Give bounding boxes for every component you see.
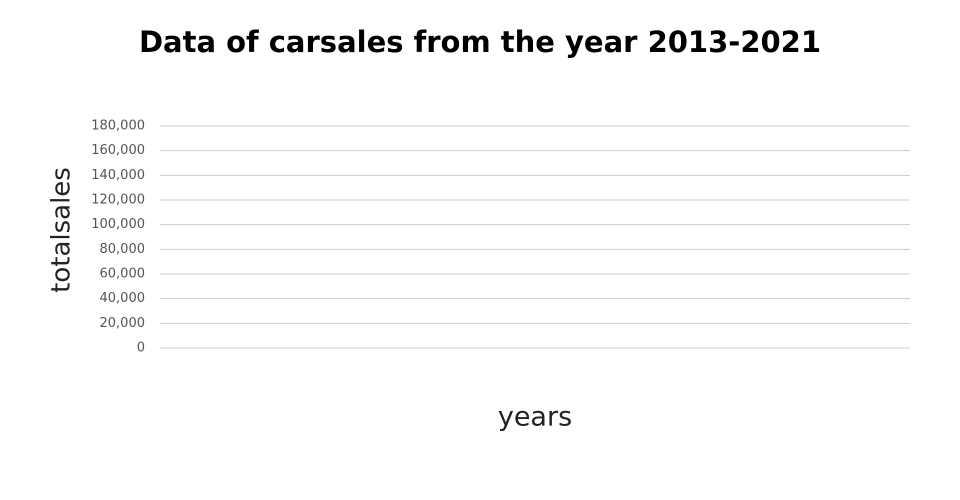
y-axis-label: totalsales	[47, 167, 77, 293]
y-tick-label: 80,000	[100, 242, 146, 257]
y-tick-label: 20,000	[100, 316, 146, 331]
y-tick-label: 0	[137, 341, 145, 356]
chart-title: Data of carsales from the year 2013-2021	[139, 25, 821, 59]
y-tick-label: 60,000	[100, 267, 146, 282]
y-tick-label: 160,000	[91, 143, 145, 158]
y-tick-label: 40,000	[100, 291, 146, 306]
y-tick-label: 180,000	[91, 119, 145, 134]
y-tick-label: 140,000	[91, 168, 145, 183]
y-tick-label: 120,000	[91, 193, 145, 208]
y-tick-label: 100,000	[91, 217, 145, 232]
x-axis-label: years	[498, 402, 572, 433]
